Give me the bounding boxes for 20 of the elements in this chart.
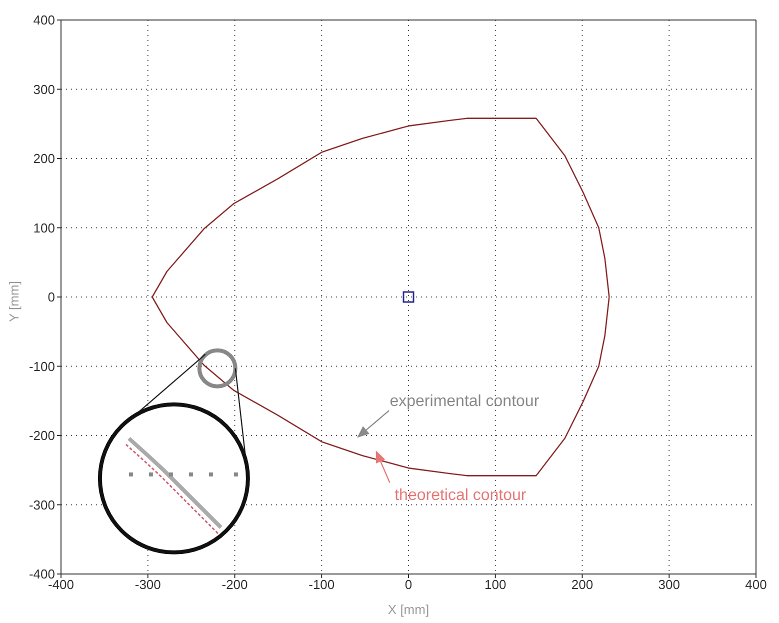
x-axis-title: X [mm] — [388, 602, 430, 617]
x-tick-label: 300 — [658, 577, 680, 592]
y-tick-label: -200 — [28, 428, 55, 444]
y-axis-title: Y [mm] — [6, 281, 22, 322]
y-tick-label: 0 — [48, 290, 55, 305]
y-tick-label: 400 — [33, 12, 55, 28]
y-tick-label: -100 — [28, 358, 55, 374]
x-tick-label: -200 — [222, 577, 248, 592]
y-tick-label: 100 — [33, 220, 55, 236]
y-tick-label: 300 — [33, 82, 55, 97]
annotation: theoretical contour — [394, 486, 527, 504]
x-tick-label: -100 — [308, 577, 335, 592]
y-tick-label: -300 — [28, 497, 55, 512]
x-tick-label: 200 — [571, 577, 594, 592]
x-tick-label: 400 — [745, 577, 767, 592]
y-tick-label: 200 — [33, 151, 55, 166]
annotation: experimental contour — [390, 393, 540, 410]
x-tick-label: -300 — [134, 577, 161, 592]
x-tick-label: 0 — [404, 577, 412, 592]
x-tick-label: 100 — [484, 577, 506, 592]
